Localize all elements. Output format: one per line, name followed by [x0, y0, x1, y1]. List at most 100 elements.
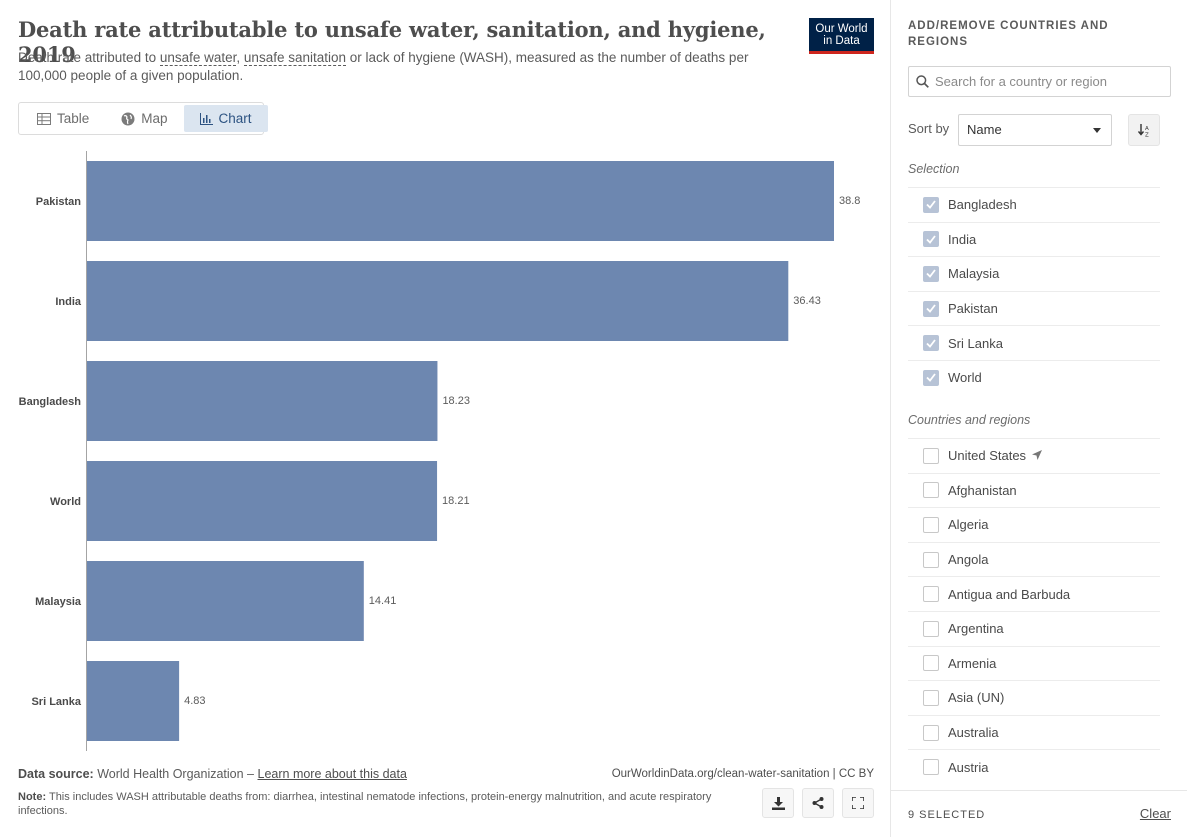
category-label: Bangladesh — [19, 396, 82, 408]
search-icon — [916, 75, 929, 88]
checkbox[interactable] — [923, 655, 939, 672]
subtitle-text: or lack of hygiene (WASH), measured as t… — [18, 50, 749, 83]
bar-pakistan[interactable] — [86, 161, 834, 241]
sort-select[interactable]: Name — [958, 114, 1112, 146]
checkbox[interactable] — [923, 516, 939, 533]
entity-row[interactable]: World — [908, 359, 1160, 395]
tab-chart-label: Chart — [218, 111, 252, 126]
bar-world[interactable] — [86, 461, 438, 541]
entity-row[interactable]: Angola — [908, 541, 1160, 577]
checkbox[interactable] — [923, 689, 939, 706]
subtitle-text: Death rate attributed to — [18, 50, 160, 65]
entity-label: Armenia — [948, 655, 997, 671]
search-box — [908, 66, 1171, 97]
checkbox[interactable] — [923, 231, 939, 248]
data-source: Data source: World Health Organization –… — [18, 767, 407, 781]
entity-row[interactable]: Argentina — [908, 610, 1160, 646]
entity-row[interactable]: Pakistan — [908, 290, 1160, 326]
entity-label: Malaysia — [948, 266, 1000, 282]
entity-row[interactable]: Afghanistan — [908, 472, 1160, 508]
logo-line-1: Our World — [815, 23, 868, 35]
clear-button[interactable]: Clear — [1139, 806, 1171, 821]
entity-row[interactable]: Antigua and Barbuda — [908, 576, 1160, 611]
checkbox[interactable] — [923, 759, 939, 776]
footer-note: Note: This includes WASH attributable de… — [18, 790, 738, 818]
entity-label: Asia (UN) — [948, 690, 1005, 706]
checkbox[interactable] — [923, 369, 939, 386]
selection-section-title: Selection — [908, 162, 960, 176]
tab-table[interactable]: Table — [21, 105, 105, 132]
entity-row[interactable]: Algeria — [908, 507, 1160, 542]
checkbox[interactable] — [923, 620, 939, 637]
chart-subtitle: Death rate attributed to unsafe water, u… — [18, 49, 788, 85]
entity-label: India — [948, 231, 977, 247]
tab-map[interactable]: Map — [105, 105, 183, 132]
checkbox[interactable] — [923, 300, 939, 317]
chart-title: Death rate attributable to unsafe water,… — [18, 17, 766, 67]
owid-logo[interactable]: Our World in Data — [809, 18, 874, 54]
category-label: Sri Lanka — [31, 696, 81, 708]
unsafe-sanitation-link[interactable]: unsafe sanitation — [243, 50, 346, 66]
sidebar-footer: 9 SELECTED Clear — [891, 790, 1187, 837]
entity-row[interactable]: Bangladesh — [908, 187, 1160, 222]
entity-label: Bangladesh — [948, 197, 1017, 213]
learn-more-link[interactable]: Learn more about this data — [257, 767, 407, 781]
checkbox[interactable] — [923, 447, 939, 464]
svg-text:A: A — [1145, 126, 1149, 132]
checkbox[interactable] — [923, 482, 939, 499]
location-arrow-icon — [1032, 447, 1043, 465]
entity-row[interactable]: Armenia — [908, 645, 1160, 681]
download-button[interactable] — [762, 788, 794, 818]
entity-row[interactable]: Austria — [908, 749, 1160, 784]
fullscreen-button[interactable] — [842, 788, 874, 818]
checkbox[interactable] — [923, 551, 939, 568]
bar-india[interactable] — [86, 261, 789, 341]
sort-select-value: Name — [967, 122, 1002, 137]
entity-row[interactable]: India — [908, 221, 1160, 257]
value-label: 36.43 — [793, 295, 821, 307]
entity-row[interactable]: United States — [908, 438, 1160, 473]
bar-malaysia[interactable] — [86, 561, 364, 641]
bar-bangladesh[interactable] — [86, 361, 438, 441]
unsafe-water-link[interactable]: unsafe water — [159, 50, 237, 66]
svg-text:Z: Z — [1145, 132, 1149, 137]
checkbox[interactable] — [923, 335, 939, 352]
checkbox[interactable] — [923, 265, 939, 282]
tab-map-label: Map — [141, 111, 168, 126]
share-button[interactable] — [802, 788, 834, 818]
selected-list: Bangladesh India Malaysia Pakistan Sri Lanka… — [908, 187, 1160, 395]
entity-label: World — [948, 370, 982, 386]
chart-panel: Death rate attributable to unsafe water,… — [18, 17, 874, 818]
bar-chart: Pakistan 38.8 India 36.43 Bangladesh 18.23 Wor… — [19, 151, 860, 751]
value-label: 4.83 — [184, 695, 205, 707]
checkbox[interactable] — [923, 196, 939, 213]
value-label: 14.41 — [369, 595, 397, 607]
chevron-down-icon — [1093, 128, 1101, 133]
data-source-text: World Health Organization – — [97, 767, 255, 781]
entity-label: Pakistan — [948, 301, 998, 317]
category-label: World — [50, 496, 81, 508]
search-input[interactable] — [935, 74, 1160, 89]
checkbox[interactable] — [923, 586, 939, 603]
selected-count: 9 SELECTED — [908, 809, 986, 821]
subtitle-text: , — [236, 50, 244, 65]
entity-row[interactable]: Asia (UN) — [908, 680, 1160, 715]
entity-label: Australia — [948, 725, 999, 741]
logo-line-2: in Data — [823, 35, 860, 47]
note-text: This includes WASH attributable deaths f… — [18, 791, 712, 817]
source-url[interactable]: OurWorldinData.org/clean-water-sanitatio… — [611, 768, 874, 780]
data-source-label: Data source: — [18, 767, 94, 781]
sort-by-label: Sort by — [908, 121, 950, 136]
entity-row[interactable]: Sri Lanka — [908, 325, 1160, 360]
globe-icon — [121, 112, 135, 125]
category-label: Pakistan — [36, 196, 82, 208]
entity-row[interactable]: Malaysia — [908, 256, 1160, 291]
sidebar-heading: ADD/REMOVE COUNTRIES AND REGIONS — [908, 20, 1109, 48]
share-icon — [812, 797, 824, 809]
entity-row[interactable]: Australia — [908, 714, 1160, 750]
bar-sri-lanka[interactable] — [86, 661, 180, 741]
value-label: 18.21 — [442, 495, 470, 507]
checkbox[interactable] — [923, 724, 939, 741]
tab-chart[interactable]: Chart — [183, 105, 268, 132]
